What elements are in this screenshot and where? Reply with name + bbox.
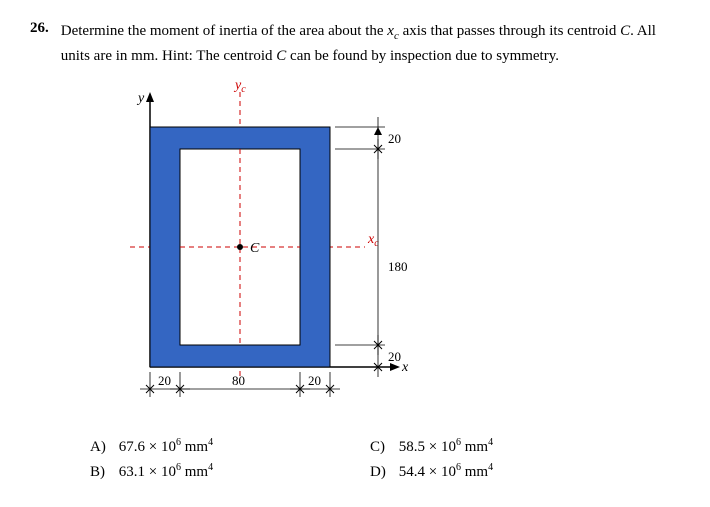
text-p2: axis that passes through its centroid [399, 23, 620, 39]
figure: y x yc xc C [120, 77, 440, 417]
answer-c-label: C) [370, 439, 395, 456]
figure-svg: y x yc xc C [120, 77, 440, 417]
yc-label: yc [233, 78, 246, 95]
centroid-c2: C [276, 48, 286, 64]
answer-col-right: C) 58.5 × 106 mm4 D) 54.4 × 106 mm4 [370, 437, 650, 487]
x-arrow [390, 363, 400, 371]
answer-b: B) 63.1 × 106 mm4 [90, 462, 370, 481]
answer-d-val: 54.4 × 106 mm4 [399, 464, 493, 480]
xc-label: xc [367, 232, 379, 249]
arrow-v-top [374, 127, 382, 135]
problem-text: Determine the moment of inertia of the a… [61, 20, 680, 67]
centroid-label: C [250, 241, 260, 256]
y-label: y [136, 91, 145, 106]
x-label: x [401, 360, 409, 375]
answer-col-left: A) 67.6 × 106 mm4 B) 63.1 × 106 mm4 [90, 437, 370, 487]
dim-180: 180 [388, 259, 408, 274]
dim-20-top: 20 [388, 131, 401, 146]
answer-d: D) 54.4 × 106 mm4 [370, 462, 650, 481]
answer-c-val: 58.5 × 106 mm4 [399, 439, 493, 455]
answer-b-val: 63.1 × 106 mm4 [119, 464, 213, 480]
answer-a-label: A) [90, 439, 115, 456]
dim-20-right: 20 [308, 373, 321, 388]
dim-20-left: 20 [158, 373, 171, 388]
centroid-point [237, 244, 243, 250]
answer-a-val: 67.6 × 106 mm4 [119, 439, 213, 455]
text-p4: can be found by inspection due to symmet… [286, 48, 559, 64]
answer-b-label: B) [90, 464, 115, 481]
answer-c: C) 58.5 × 106 mm4 [370, 437, 650, 456]
answer-d-label: D) [370, 464, 395, 481]
answers: A) 67.6 × 106 mm4 B) 63.1 × 106 mm4 C) 5… [90, 437, 680, 487]
axis-var: x [387, 23, 394, 39]
problem-header: 26. Determine the moment of inertia of t… [30, 20, 680, 67]
answer-a: A) 67.6 × 106 mm4 [90, 437, 370, 456]
y-arrow [146, 92, 154, 102]
dim-80: 80 [232, 373, 245, 388]
centroid-c: C [620, 23, 630, 39]
problem-number: 26. [30, 20, 49, 67]
dim-20-bot: 20 [388, 349, 401, 364]
text-p1: Determine the moment of inertia of the a… [61, 23, 388, 39]
